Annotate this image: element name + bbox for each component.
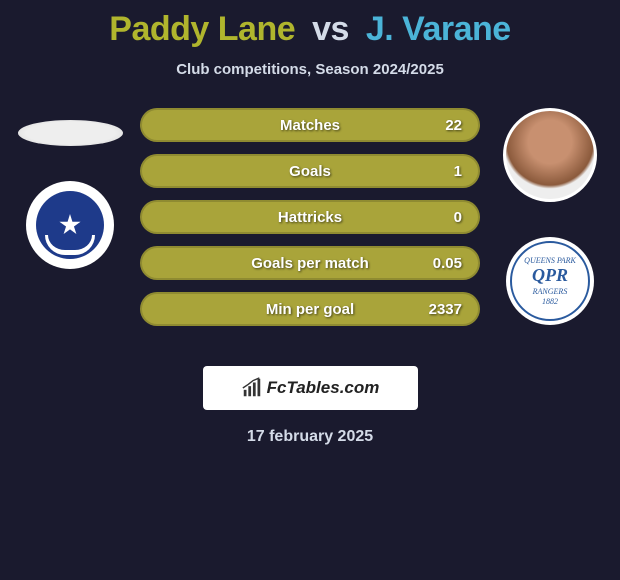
subtitle: Club competitions, Season 2024/2025 xyxy=(0,61,620,78)
crescent-icon xyxy=(45,235,95,255)
stat-value-p2: 0.05 xyxy=(433,255,462,272)
player2-club-logo: QUEENS PARKQPRRANGERS1882 xyxy=(506,237,594,325)
player2-name: J. Varane xyxy=(366,10,511,48)
stat-label: Min per goal xyxy=(266,301,354,318)
stat-label: Goals xyxy=(289,163,331,180)
stat-value-p2: 2337 xyxy=(429,301,462,318)
player2-column: QUEENS PARKQPRRANGERS1882 xyxy=(485,108,615,325)
stat-row: Goals 1 xyxy=(140,154,480,188)
player1-club-logo xyxy=(26,181,114,269)
vs-text: vs xyxy=(312,10,349,48)
stat-row: Goals per match 0.05 xyxy=(140,246,480,280)
stat-label: Matches xyxy=(280,117,340,134)
comparison-content: QUEENS PARKQPRRANGERS1882 Matches 22 Goals… xyxy=(0,108,620,348)
stat-row: Hattricks 0 xyxy=(140,200,480,234)
chart-icon xyxy=(241,377,263,399)
star-icon xyxy=(59,214,81,236)
stats-bars: Matches 22 Goals 1 Hattricks 0 Goals per match… xyxy=(140,108,480,338)
brand-badge: FcTables.com xyxy=(203,366,418,410)
stat-label: Goals per match xyxy=(251,255,369,272)
player1-avatar xyxy=(18,120,123,146)
stat-value-p2: 22 xyxy=(445,117,462,134)
stat-row: Matches 22 xyxy=(140,108,480,142)
stat-row: Min per goal 2337 xyxy=(140,292,480,326)
stat-value-p2: 1 xyxy=(454,163,462,180)
player1-column xyxy=(5,108,135,269)
qpr-logo-text: QUEENS PARKQPRRANGERS1882 xyxy=(524,256,576,306)
stat-value-p2: 0 xyxy=(454,209,462,226)
date-text: 17 february 2025 xyxy=(0,428,620,446)
comparison-title: Paddy Lane vs J. Varane xyxy=(0,0,620,49)
player1-name: Paddy Lane xyxy=(109,10,295,48)
player2-avatar xyxy=(503,108,597,202)
stat-label: Hattricks xyxy=(278,209,342,226)
brand-text: FcTables.com xyxy=(267,378,380,398)
